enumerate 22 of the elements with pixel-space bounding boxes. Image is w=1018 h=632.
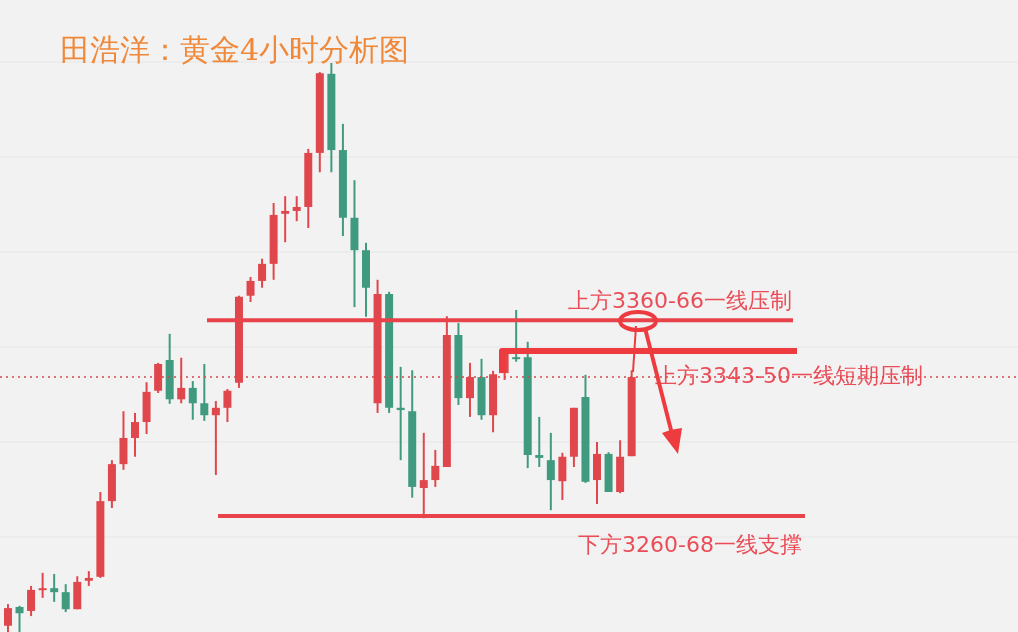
- candlestick: [512, 308, 521, 363]
- candlestick: [188, 380, 197, 421]
- candlestick: [546, 431, 555, 512]
- chart-title: 田浩洋：黄金4小时分析图: [60, 31, 410, 69]
- candlestick: [211, 399, 220, 476]
- candlestick: [258, 257, 267, 289]
- candlestick: [50, 572, 59, 603]
- ref-line-label: 上方3360-66一线压制: [568, 288, 792, 314]
- candlestick: [223, 388, 232, 424]
- candlestick: [246, 275, 255, 303]
- candlestick: [292, 195, 301, 223]
- candlestick: [281, 195, 290, 244]
- candlestick: [3, 603, 12, 632]
- candlestick: [27, 584, 36, 618]
- candlestick: [200, 363, 209, 422]
- candlestick: [61, 583, 70, 614]
- candlestick: [38, 571, 47, 599]
- candlestick: [535, 415, 544, 468]
- candlestick: [431, 448, 440, 488]
- ref-line-label: 下方3260-68一线支撑: [578, 531, 802, 557]
- candlestick: [15, 604, 24, 632]
- candlestick: [131, 411, 140, 458]
